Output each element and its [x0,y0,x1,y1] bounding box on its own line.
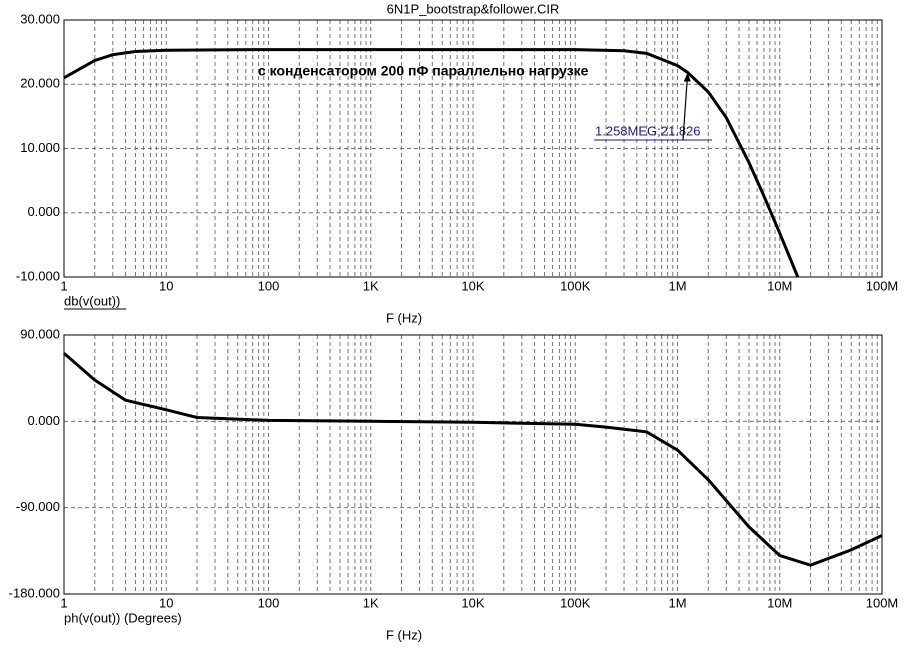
x-tick-label: 100M [866,278,899,293]
y-tick-label: 20.000 [20,76,60,91]
y-tick-label: -10.000 [16,268,60,283]
legend-label: ph(v(out)) (Degrees) [64,610,182,625]
x-tick-label: 100M [866,595,899,610]
y-tick-label: 0.000 [27,204,60,219]
x-tick-label: 1 [60,278,67,293]
plot-frame [63,334,883,595]
x-tick-label: 100 [258,278,280,293]
y-tick-label: -90.000 [16,499,60,514]
y-tick-label: 30.000 [20,11,60,26]
x-tick-label: 1K [363,278,379,293]
x-tick-label: 10 [159,595,173,610]
x-tick-label: 10K [461,595,484,610]
x-axis-label: F (Hz) [386,627,422,642]
x-axis-label: F (Hz) [386,310,422,325]
marker-arrowhead [683,72,691,82]
annotation: с конденсатором 200 пФ параллельно нагру… [258,63,589,79]
x-tick-label: 1K [363,595,379,610]
y-tick-label: -180.000 [9,585,60,600]
series-line [63,352,883,567]
marker-label: 1.258MEG;21.826 [595,123,701,138]
x-tick-label: 10K [461,278,484,293]
x-tick-label: 100K [560,278,591,293]
y-tick-label: 0.000 [27,413,60,428]
chart-title: 6N1P_bootstrap&follower.CIR [387,1,560,16]
x-tick-label: 1 [60,595,67,610]
x-tick-label: 10M [767,278,792,293]
x-tick-label: 100K [560,595,591,610]
x-tick-label: 10M [767,595,792,610]
y-tick-label: 10.000 [20,140,60,155]
series-line [63,48,800,278]
x-tick-label: 10 [159,278,173,293]
legend-label: db(v(out)) [64,293,120,308]
y-tick-label: 90.000 [20,326,60,341]
marker-arrow [682,72,689,141]
x-tick-label: 100 [258,595,280,610]
x-tick-label: 1M [668,278,686,293]
x-tick-label: 1M [668,595,686,610]
plot-frame [63,19,883,278]
